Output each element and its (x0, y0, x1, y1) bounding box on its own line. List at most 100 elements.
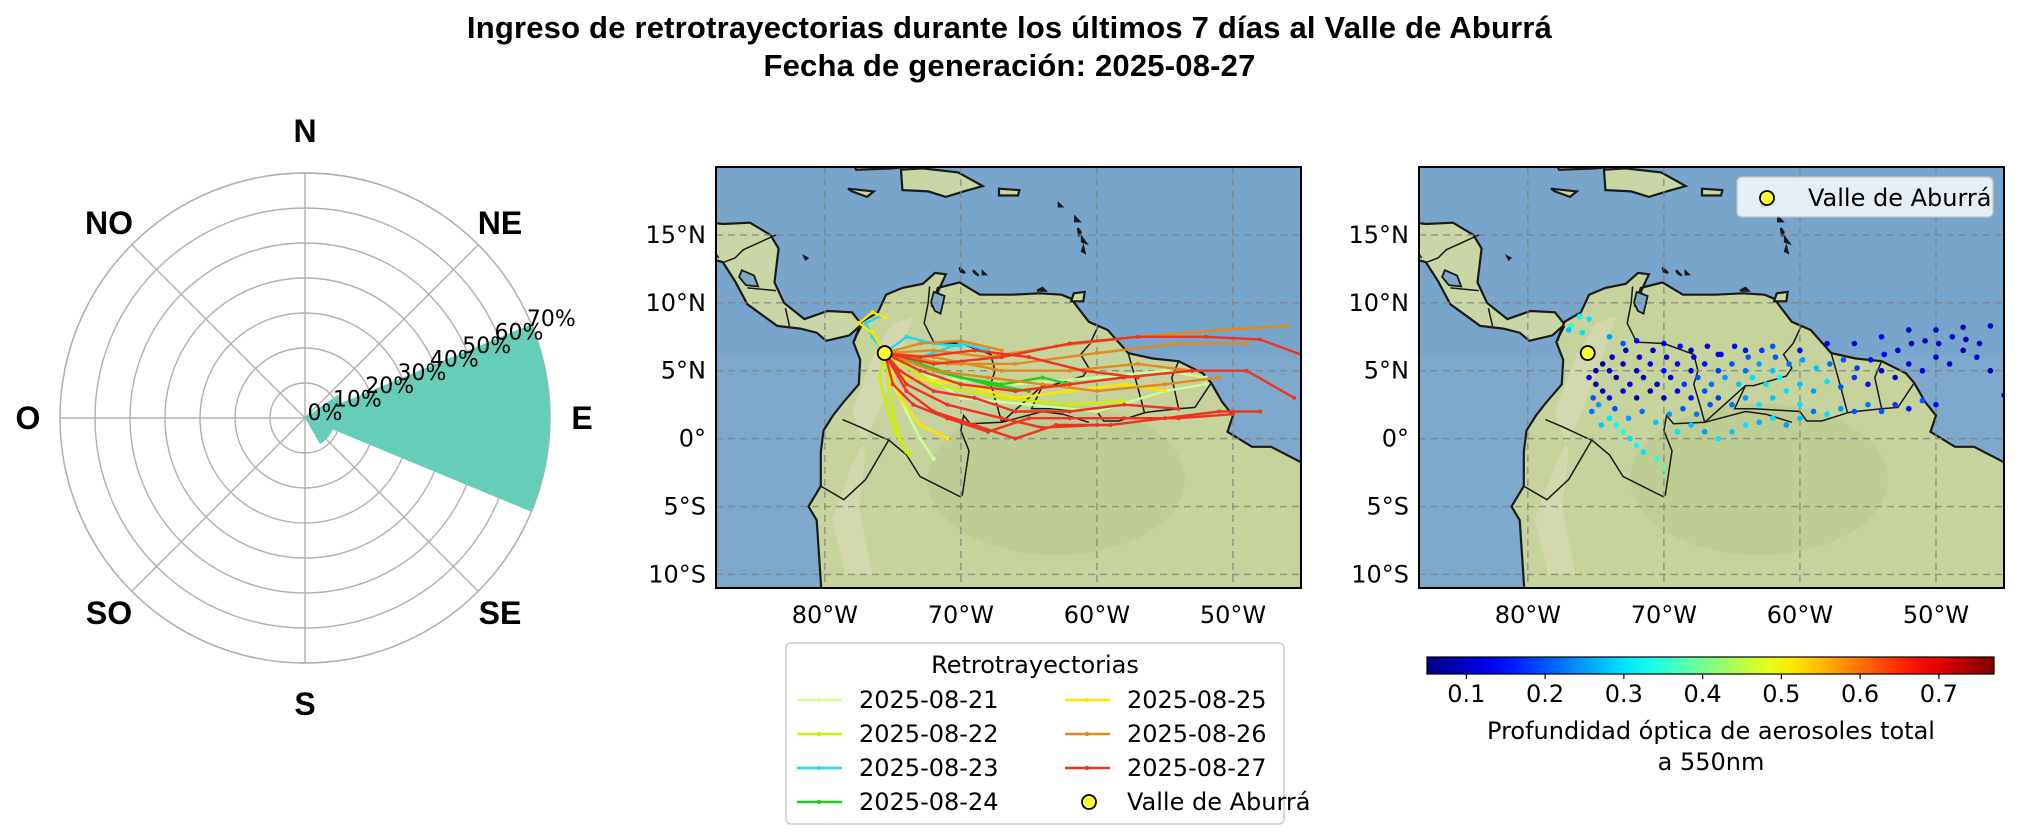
map1-island (801, 254, 810, 262)
trajectory-point-2025-08-27 (1067, 409, 1072, 414)
map2-lowland-shade (1630, 403, 1888, 556)
aod-point (1588, 408, 1595, 415)
aod-point (1647, 361, 1654, 367)
aod-point (1854, 365, 1860, 371)
trajectory-point-2025-08-26 (1135, 361, 1140, 366)
aod-point (1813, 365, 1820, 371)
aod-point (1735, 381, 1742, 388)
aod-point (1742, 367, 1749, 374)
aod-point (1593, 367, 1599, 374)
aod-point (1878, 367, 1885, 374)
aod-point (1681, 381, 1688, 388)
trajectory-point-2025-08-26 (958, 338, 963, 343)
map1-x-tick-label: 50°W (1200, 601, 1266, 629)
valle-de-aburra-marker-2 (1579, 345, 1596, 361)
aod-point (1933, 401, 1939, 408)
aod-point (1568, 323, 1575, 329)
aod-point (1595, 401, 1602, 408)
aod-point (1851, 374, 1858, 381)
trajectory-point-2025-08-22 (907, 452, 912, 457)
trajectory-point-2025-08-27 (1258, 337, 1263, 342)
legend-label-2025-08-24: 2025-08-24 (859, 788, 998, 816)
aod-point (1756, 419, 1762, 426)
aod-point (1772, 354, 1779, 360)
trajectory-point-2025-08-27 (1026, 355, 1031, 360)
trajectory-point-2025-08-26 (918, 341, 923, 346)
trajectory-point-2025-08-27 (1292, 395, 1297, 400)
trajectory-point-2025-08-27 (1244, 368, 1249, 373)
map2-island (1684, 268, 1692, 276)
aod-map-legend: Valle de Aburrá (1736, 176, 1994, 218)
map2-y-tick-label: 0° (1382, 425, 1409, 453)
map1-island (1069, 290, 1086, 303)
trajectory-line-2025-08-27 (883, 352, 1234, 433)
aod-point (1647, 388, 1654, 394)
polar-radial-tick-label: 60% (495, 321, 544, 346)
map2-frame (1418, 166, 2005, 589)
map2-country-border (1626, 286, 1706, 496)
trajectory-point-2025-08-27 (1176, 416, 1181, 421)
trajectory-point-2025-08-25 (1067, 389, 1072, 394)
trajectory-point-2025-08-27 (1013, 389, 1018, 394)
aod-point (1627, 435, 1633, 442)
map2-island (1739, 286, 1751, 292)
aod-point (1701, 361, 1708, 367)
aod-point (1824, 411, 1830, 417)
trajectory-point-2025-08-26 (1217, 327, 1222, 332)
map1-island (1036, 286, 1048, 292)
aod-point (1688, 347, 1694, 354)
map2-country-border (1426, 234, 1480, 263)
map2-country-border (1557, 324, 1564, 342)
aod-point (1745, 354, 1752, 360)
trajectory-line-2025-08-26 (884, 339, 1002, 355)
aod-point (1749, 374, 1756, 381)
trajectory-point-2025-08-26 (1244, 341, 1249, 346)
aod-point (1680, 405, 1686, 412)
aod-point (1693, 411, 1700, 417)
trajectory-point-2025-08-25 (897, 395, 902, 400)
trajectory-point-2025-08-22 (884, 402, 889, 407)
trajectory-point-2025-08-26 (1067, 368, 1072, 373)
legend-point-2025-08-25 (1084, 697, 1090, 703)
aod-point (1840, 357, 1847, 363)
trajectory-line-2025-08-27 (884, 349, 1138, 379)
polar-radial-tick-label: 20% (365, 374, 414, 399)
trajectory-point-2025-08-27 (904, 382, 909, 387)
aod-point (1769, 395, 1776, 401)
aod-point (1769, 343, 1776, 350)
trajectory-point-2025-08-22 (931, 382, 936, 387)
aod-point (1620, 429, 1626, 435)
aod-point (1606, 415, 1613, 422)
trajectory-point-2025-08-27 (999, 355, 1004, 360)
aod-point (1881, 351, 1888, 358)
colorbar-tick-label: 0.6 (1841, 680, 1879, 708)
polar-radial-tick-label: 0% (308, 401, 343, 426)
aod-point (1946, 361, 1953, 367)
aod-point (1688, 395, 1694, 401)
trajectory-point-2025-08-26 (1285, 323, 1290, 328)
aod-point (1674, 361, 1681, 367)
aod-legend-marker (1759, 190, 1775, 206)
map1-island (981, 268, 989, 276)
direction-label-S: S (294, 686, 315, 722)
colorbar-tick-label: 0.3 (1605, 680, 1643, 708)
aod-point (1783, 422, 1790, 428)
aod-point (1691, 354, 1697, 360)
aod-point (1922, 338, 1928, 344)
map2-island (1675, 269, 1683, 277)
trajectory-point-2025-08-27 (1108, 423, 1113, 428)
legend-marker-valle (1081, 794, 1097, 810)
legend-label-2025-08-26: 2025-08-26 (1127, 720, 1266, 748)
trajectory-point-2025-08-27 (1203, 334, 1208, 339)
aod-point (1620, 340, 1626, 347)
map1-island (972, 269, 980, 277)
trajectory-legend-title: Retrotrayectorias (931, 651, 1139, 679)
polar-spoke (131, 417, 306, 592)
aod-point (1865, 401, 1871, 408)
aod-point (1701, 388, 1708, 394)
direction-label-SE: SE (479, 595, 522, 631)
map1-island (1080, 243, 1087, 255)
trajectory-point-2025-08-21 (918, 436, 923, 441)
